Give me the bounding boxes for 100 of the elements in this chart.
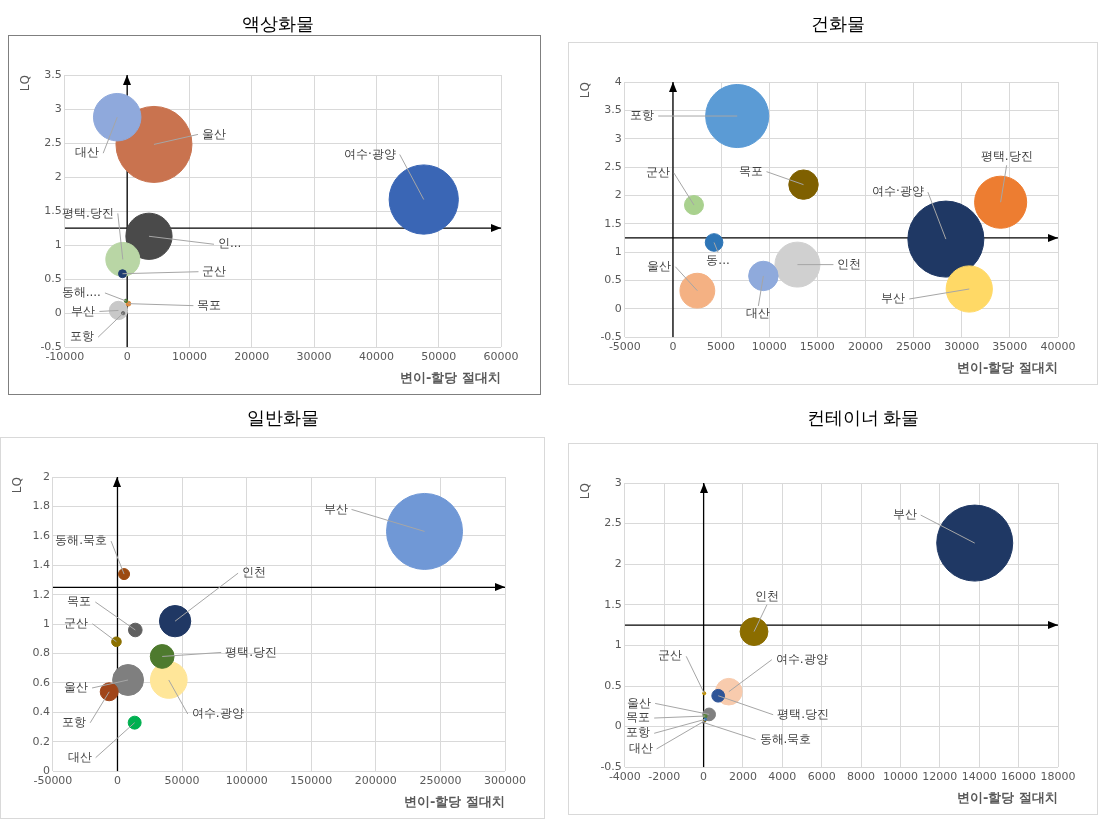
- text: 울산: [627, 695, 652, 710]
- x-tick-label: 200000: [354, 773, 397, 787]
- y-tick-label: 1.4: [32, 558, 50, 572]
- y-tick-label: 2.5: [604, 516, 622, 530]
- y-axis-title: LQ: [578, 483, 593, 500]
- text: 목포: [738, 163, 763, 178]
- series-label: 동...: [706, 252, 730, 267]
- y-tick-label: 1.5: [604, 597, 622, 611]
- series-label: 울산: [201, 126, 226, 141]
- x-axis-title: 변이-할당 절대치: [400, 369, 501, 385]
- series-label: 평택.당진: [980, 149, 1033, 164]
- x-tick-label: -2000: [648, 769, 681, 783]
- series-label: 포항: [62, 714, 87, 729]
- x-tick-label: 6000: [807, 769, 836, 783]
- text: 부산: [881, 291, 906, 306]
- y-tick-label: 1: [42, 616, 50, 630]
- x-tick-label: 10000: [883, 769, 918, 783]
- x-tick-label: 50000: [421, 349, 457, 363]
- x-axis-title: 변이-할당 절대치: [404, 793, 505, 809]
- x-tick-label: 40000: [1040, 339, 1076, 353]
- y-tick-label: 0.2: [32, 734, 50, 748]
- series-label: 인천: [755, 588, 780, 603]
- series-label: 대산: [746, 306, 771, 321]
- y-axis-title: LQ: [18, 75, 33, 92]
- text: 군산: [202, 263, 227, 278]
- text: 군산: [658, 648, 683, 663]
- text: 동해.묵호: [759, 731, 812, 746]
- y-tick-label: 0.5: [604, 678, 622, 692]
- x-tick-label: 0: [669, 339, 677, 353]
- y-tick-label: 3.5: [604, 103, 622, 117]
- y-tick-label: 1.5: [44, 203, 62, 217]
- series-label: 여수.광양: [191, 706, 244, 721]
- text: 군산: [645, 165, 670, 180]
- y-tick-label: 3.5: [44, 67, 62, 81]
- x-tick-label: 20000: [234, 349, 270, 363]
- series-label: 여수·광양: [872, 184, 924, 199]
- y-tick-label: 3: [614, 131, 622, 145]
- chart-title: 일반화물: [246, 407, 320, 430]
- chart-title: 건화물: [810, 13, 866, 36]
- y-tick-label: 2.5: [44, 135, 62, 149]
- x-tick-label: 4000: [768, 769, 797, 783]
- text: 대산: [628, 741, 653, 756]
- series-label: 대산: [75, 145, 100, 160]
- text: 포항: [70, 329, 95, 344]
- x-tick-label: 5000: [707, 339, 736, 353]
- x-tick-label: 25000: [896, 339, 932, 353]
- text: 울산: [64, 680, 89, 695]
- x-tick-label: 18000: [1040, 769, 1076, 783]
- x-tick-label: 0: [700, 769, 708, 783]
- y-tick-label: 0.5: [44, 272, 62, 286]
- x-tick-label: 10000: [171, 349, 207, 363]
- x-tick-label: 14000: [961, 769, 997, 783]
- series-label: 여수·광양: [343, 146, 396, 161]
- x-tick-label: 10000: [751, 339, 787, 353]
- y-tick-label: 2: [54, 169, 62, 183]
- y-tick-label: 3: [54, 101, 62, 115]
- y-tick-label: 0.8: [32, 646, 50, 660]
- y-tick-label: 1: [54, 237, 62, 251]
- y-tick-label: 1.8: [32, 499, 50, 513]
- text: 부산: [323, 501, 348, 516]
- x-tick-label: 100000: [225, 773, 268, 787]
- x-tick-label: 30000: [296, 349, 332, 363]
- series-label: 울산: [647, 258, 672, 273]
- x-tick-label: 35000: [992, 339, 1028, 353]
- x-tick-label: 20000: [847, 339, 883, 353]
- y-tick-label: 2: [614, 557, 622, 571]
- chart-title: 컨테이너 화물: [805, 407, 921, 430]
- x-tick-label: 30000: [944, 339, 980, 353]
- text: 인천: [242, 565, 267, 580]
- chart-title: 액상화물: [241, 13, 315, 36]
- text: 대산: [67, 749, 92, 764]
- y-tick-label: 2.5: [604, 159, 622, 173]
- x-tick-label: -4000: [608, 769, 641, 783]
- y-tick-label: 1: [614, 244, 622, 258]
- x-tick-label: -50000: [33, 773, 73, 787]
- text: 동해....: [61, 285, 101, 300]
- x-tick-label: 2000: [728, 769, 757, 783]
- x-axis-title: 변이-할당 절대치: [957, 789, 1058, 805]
- text: 평택.당진: [777, 706, 830, 721]
- text: 인...: [217, 236, 242, 251]
- text: 부산: [892, 507, 917, 522]
- y-tick-label: 2: [614, 188, 622, 202]
- x-tick-label: 0: [123, 349, 131, 363]
- y-tick-label: 2: [42, 469, 50, 483]
- y-tick-label: 1.6: [32, 528, 50, 542]
- y-tick-label: 0: [54, 306, 62, 320]
- y-tick-label: 0: [614, 719, 622, 733]
- x-tick-label: 15000: [799, 339, 835, 353]
- text: 목포: [67, 594, 92, 609]
- y-tick-label: 1.2: [32, 587, 50, 601]
- x-tick-label: 8000: [847, 769, 876, 783]
- y-tick-label: 0.5: [604, 273, 622, 287]
- x-tick-label: 0: [113, 773, 121, 787]
- text: 목포: [197, 297, 222, 312]
- y-tick-label: 1: [614, 638, 622, 652]
- series-label: 평택.당진: [61, 205, 114, 220]
- y-tick-label: 0.6: [32, 675, 50, 689]
- series-label: 인천: [837, 256, 862, 271]
- x-tick-label: 300000: [484, 773, 526, 787]
- x-axis-title: 변이-할당 절대치: [957, 359, 1058, 375]
